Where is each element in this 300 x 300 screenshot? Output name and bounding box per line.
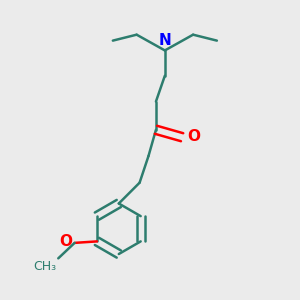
Text: O: O: [59, 234, 72, 249]
Text: CH₃: CH₃: [34, 260, 57, 273]
Text: O: O: [188, 129, 200, 144]
Text: N: N: [158, 33, 171, 48]
